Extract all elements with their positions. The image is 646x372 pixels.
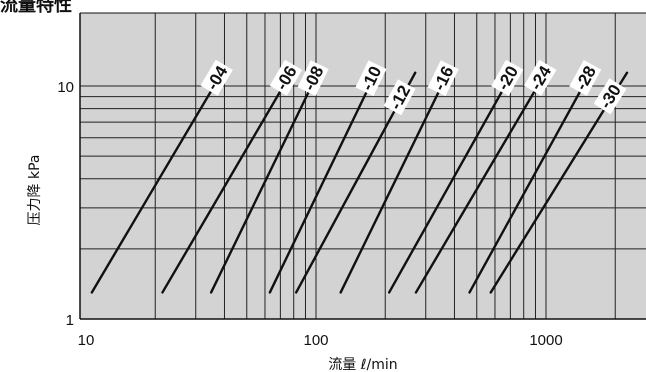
series-line <box>414 71 547 294</box>
chart-title: 流量特性 <box>0 0 72 15</box>
series-lines <box>90 71 629 294</box>
series-label-group: -20 <box>491 59 524 96</box>
series-label-bg <box>383 79 416 116</box>
series-label-bg <box>200 59 233 96</box>
y-tick-label: 1 <box>66 312 74 329</box>
plot-frame <box>79 12 646 320</box>
x-tick-label: 1000 <box>529 332 562 349</box>
series-label-bg <box>355 60 387 97</box>
plot-area <box>80 13 646 319</box>
series-line <box>468 71 592 294</box>
x-axis-label: 流量 ℓ/min <box>328 357 397 372</box>
series-line <box>90 71 224 294</box>
series-label-bg <box>427 60 459 97</box>
series-label-bg <box>491 59 524 96</box>
series-line <box>387 71 514 294</box>
series-line <box>339 71 450 294</box>
x-tick-label: 100 <box>303 332 328 349</box>
series-line <box>268 71 378 294</box>
series-label-bg <box>593 78 627 115</box>
series-label-bg <box>569 59 602 96</box>
x-tick-label: 10 <box>78 332 95 349</box>
series-line <box>209 71 320 294</box>
y-tick-label: 10 <box>57 79 74 96</box>
grid-lines <box>80 13 646 319</box>
series-label-bg <box>269 59 303 96</box>
series-label-bg <box>523 59 557 96</box>
series-label-bg <box>297 60 329 97</box>
series-line <box>161 71 293 294</box>
y-axis-label: 压力降 kPa <box>27 155 43 226</box>
